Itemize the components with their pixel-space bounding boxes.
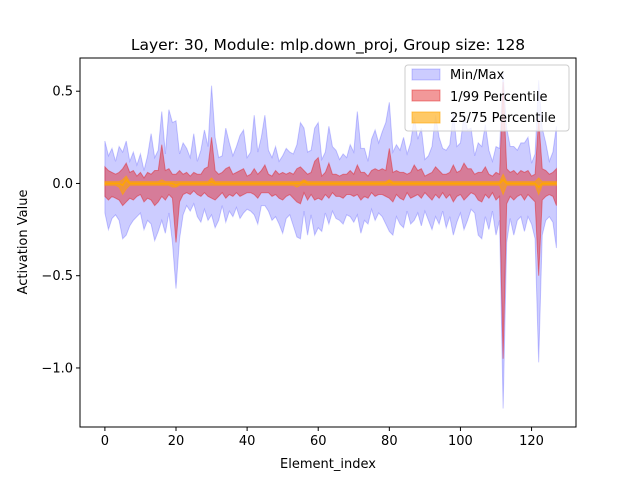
band-p1-99 bbox=[104, 81, 557, 359]
legend-swatch-p1-99 bbox=[411, 89, 441, 102]
band-p25-75 bbox=[104, 173, 557, 196]
legend-frame bbox=[404, 64, 570, 132]
x-tick-label: 40 bbox=[239, 434, 256, 449]
legend-label-p25-75: 25/75 Percentile bbox=[450, 111, 556, 126]
legend-label-minmax: Min/Max bbox=[450, 68, 505, 83]
x-axis-label: Element_index bbox=[280, 457, 376, 472]
band-minmax bbox=[104, 72, 557, 409]
y-tick-label: 0.5 bbox=[52, 85, 73, 100]
legend-label-p1-99: 1/99 Percentile bbox=[450, 90, 547, 105]
chart-title: Layer: 30, Module: mlp.down_proj, Group … bbox=[131, 36, 525, 55]
x-tick-label: 80 bbox=[381, 434, 398, 449]
y-axis-label: Activation Value bbox=[16, 190, 31, 295]
y-tick-label: 0.0 bbox=[52, 177, 73, 192]
x-axis: 0 20 40 60 80 100 120 bbox=[101, 427, 544, 449]
x-tick-label: 0 bbox=[101, 434, 109, 449]
x-tick-label: 120 bbox=[519, 434, 544, 449]
x-tick-label: 100 bbox=[448, 434, 473, 449]
plot-area bbox=[104, 72, 557, 409]
legend-swatch-p25-75 bbox=[411, 111, 441, 124]
y-tick-label: −0.5 bbox=[41, 269, 73, 284]
median-line bbox=[104, 178, 557, 189]
y-tick-label: −1.0 bbox=[41, 361, 73, 376]
x-tick-label: 60 bbox=[310, 434, 327, 449]
x-tick-label: 20 bbox=[168, 434, 185, 449]
plot-frame bbox=[79, 57, 577, 428]
y-axis: −1.0 −0.5 0.0 0.5 bbox=[41, 85, 80, 376]
legend-swatch-minmax bbox=[411, 68, 441, 81]
legend: Min/Max 1/99 Percentile 25/75 Percentile bbox=[404, 64, 570, 132]
